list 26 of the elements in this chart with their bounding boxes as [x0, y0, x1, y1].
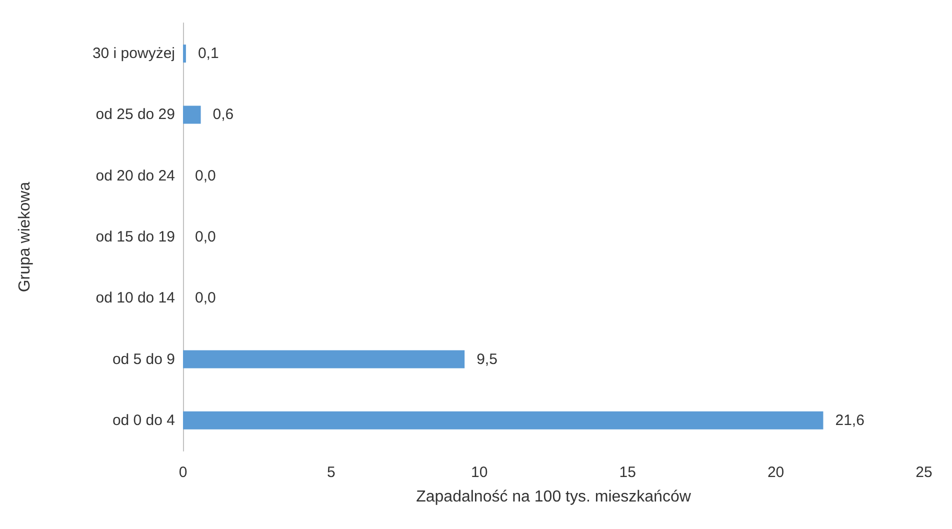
- bar: [183, 350, 465, 368]
- y-tick-label: od 25 do 29: [96, 106, 175, 124]
- y-tick-label: 30 i powyżej: [92, 45, 175, 62]
- x-tick-label: 15: [619, 464, 636, 481]
- data-label: 9,5: [476, 350, 498, 368]
- data-label: 0,6: [212, 106, 234, 124]
- x-tick-label: 10: [471, 464, 488, 481]
- x-tick-label: 25: [916, 464, 932, 481]
- y-tick-label: od 15 do 19: [96, 228, 175, 246]
- data-label: 0,0: [195, 167, 216, 184]
- y-tick-label: od 10 do 14: [96, 290, 175, 307]
- bar: [183, 106, 201, 124]
- x-axis-title: Zapadalność na 100 tys. mieszkańców: [416, 488, 692, 506]
- bar: [183, 44, 186, 63]
- data-label: 0,1: [198, 45, 219, 62]
- data-label: 0,0: [195, 228, 216, 246]
- y-axis-title: Grupa wiekowa: [16, 182, 34, 292]
- x-tick-label: 0: [178, 464, 188, 481]
- x-tick-label: 5: [327, 464, 336, 481]
- y-tick-label: od 5 do 9: [112, 350, 175, 368]
- y-tick-label: od 0 do 4: [112, 412, 175, 429]
- y-tick-label: od 20 do 24: [96, 167, 175, 184]
- x-tick-label: 20: [767, 464, 784, 481]
- data-label: 21,6: [835, 412, 864, 429]
- data-label: 0,0: [195, 290, 216, 307]
- bar: [183, 411, 824, 430]
